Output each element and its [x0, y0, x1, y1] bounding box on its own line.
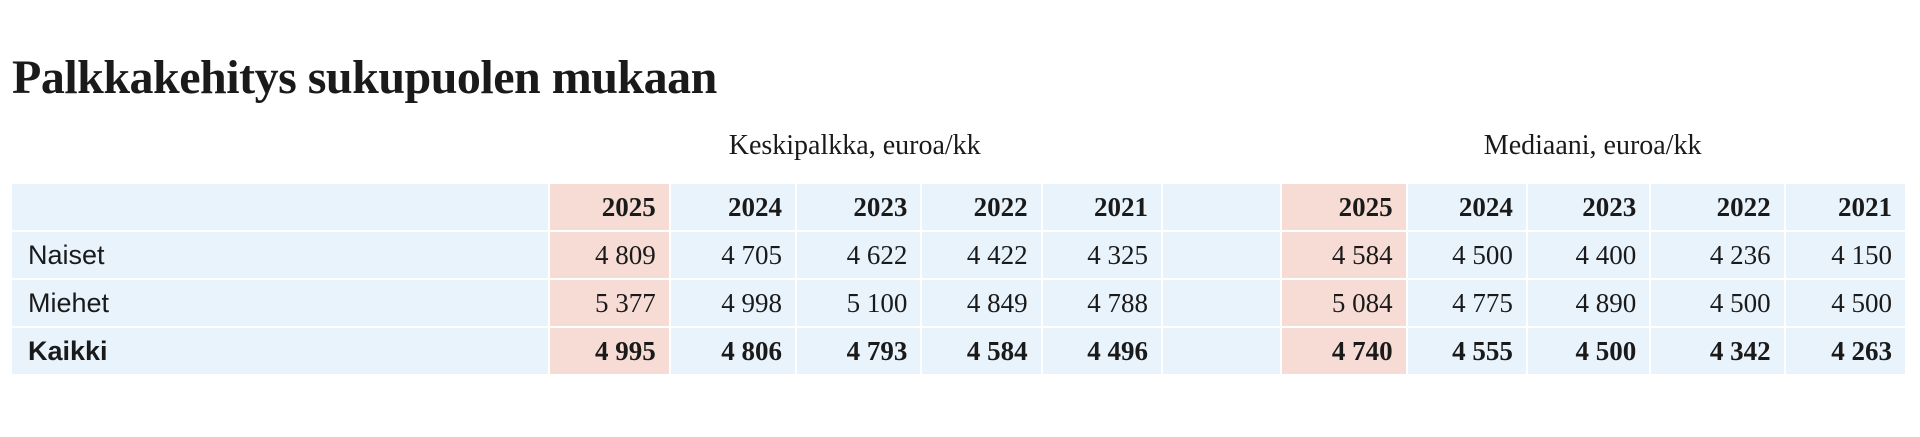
value-cell: 4 995 — [548, 328, 669, 376]
value-cell: 4 806 — [668, 328, 796, 376]
value-cell: 4 809 — [548, 232, 669, 280]
value-cell: 4 500 — [1405, 232, 1526, 280]
value-cell: 4 775 — [1405, 280, 1526, 328]
value-cell: 4 422 — [920, 232, 1041, 280]
year-header: 2025 — [548, 184, 669, 232]
year-header-row: 2025 2024 2023 2022 2021 2025 2024 2023 2022 2021 — [12, 184, 1905, 232]
value-cell: 4 788 — [1040, 280, 1161, 328]
value-cell: 4 500 — [1649, 280, 1784, 328]
data-row: Naiset 4 809 4 705 4 622 4 422 4 325 4 584 4 50… — [12, 232, 1905, 280]
value-cell: 4 849 — [920, 280, 1041, 328]
gap-cell — [1161, 328, 1281, 376]
year-header: 2021 — [1783, 184, 1905, 232]
value-cell: 4 622 — [795, 232, 921, 280]
gap-cell — [1161, 280, 1281, 328]
year-header: 2025 — [1280, 184, 1406, 232]
value-cell: 4 705 — [668, 232, 796, 280]
group-title: Mediaani, euroa/kk — [1280, 130, 1905, 184]
gap-cell — [1161, 184, 1281, 232]
group-title: Keskipalkka, euroa/kk — [548, 130, 1161, 184]
value-cell: 5 100 — [795, 280, 921, 328]
value-cell: 4 793 — [795, 328, 921, 376]
value-cell: 5 084 — [1280, 280, 1406, 328]
row-label: Kaikki — [12, 328, 549, 376]
value-cell: 5 377 — [548, 280, 669, 328]
row-label: Miehet — [12, 280, 549, 328]
value-cell: 4 342 — [1649, 328, 1784, 376]
year-header: 2023 — [795, 184, 921, 232]
spacer — [12, 130, 549, 184]
gap-cell — [1161, 232, 1281, 280]
year-header: 2024 — [1405, 184, 1526, 232]
value-cell: 4 584 — [1280, 232, 1406, 280]
value-cell: 4 555 — [1405, 328, 1526, 376]
salary-table: Keskipalkka, euroa/kk Mediaani, euroa/kk 2… — [12, 130, 1905, 376]
value-cell: 4 236 — [1649, 232, 1784, 280]
spacer — [1161, 130, 1281, 184]
table-body: Keskipalkka, euroa/kk Mediaani, euroa/kk 2… — [12, 130, 1905, 376]
value-cell: 4 400 — [1525, 232, 1650, 280]
value-cell: 4 740 — [1280, 328, 1406, 376]
value-cell: 4 584 — [920, 328, 1041, 376]
year-header: 2023 — [1525, 184, 1650, 232]
value-cell: 4 325 — [1040, 232, 1161, 280]
corner-cell — [12, 184, 549, 232]
value-cell: 4 998 — [668, 280, 796, 328]
title: Palkkakehitys sukupuolen mukaan — [12, 51, 717, 104]
value-cell: 4 496 — [1040, 328, 1161, 376]
year-header: 2021 — [1040, 184, 1161, 232]
year-header: 2024 — [668, 184, 796, 232]
year-header: 2022 — [1649, 184, 1784, 232]
data-row: Kaikki 4 995 4 806 4 793 4 584 4 496 4 740 4 55… — [12, 328, 1905, 376]
value-cell: 4 890 — [1525, 280, 1650, 328]
group-header-row: Keskipalkka, euroa/kk Mediaani, euroa/kk — [12, 130, 1905, 184]
value-cell: 4 500 — [1525, 328, 1650, 376]
year-header: 2022 — [920, 184, 1041, 232]
value-cell: 4 500 — [1783, 280, 1905, 328]
row-label: Naiset — [12, 232, 549, 280]
data-row: Miehet 5 377 4 998 5 100 4 849 4 788 5 084 4 77… — [12, 280, 1905, 328]
value-cell: 4 150 — [1783, 232, 1905, 280]
value-cell: 4 263 — [1783, 328, 1905, 376]
